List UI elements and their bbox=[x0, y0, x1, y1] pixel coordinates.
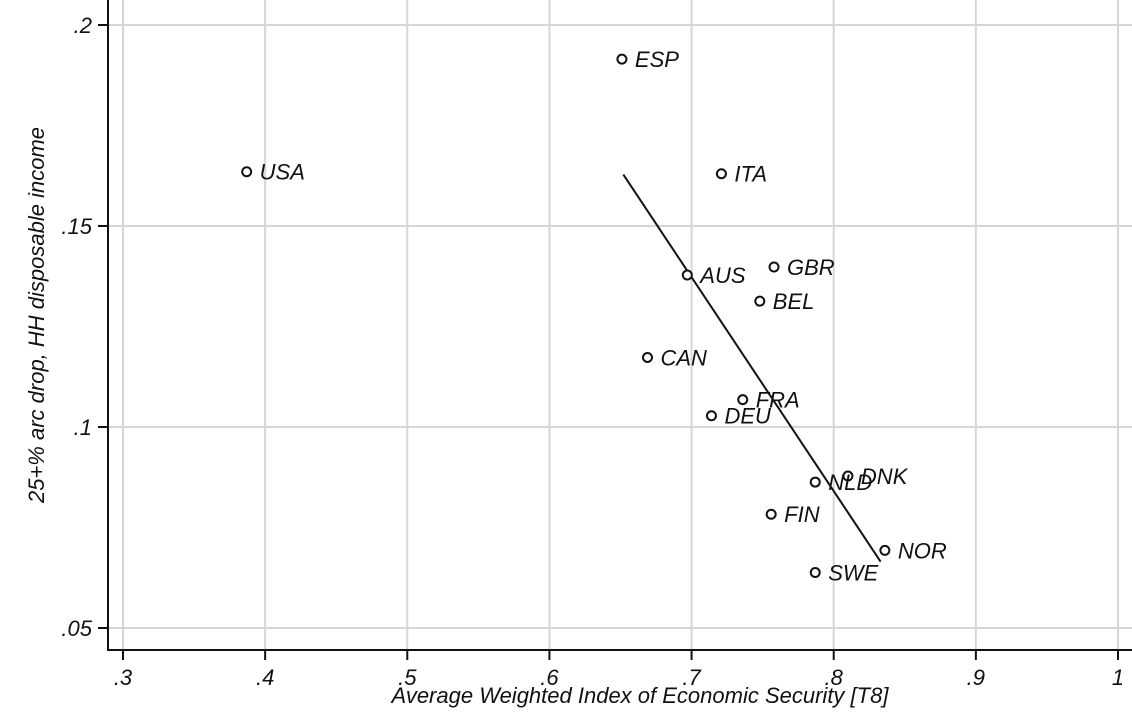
x-tick-label: .9 bbox=[967, 665, 985, 690]
x-tick-label: .5 bbox=[398, 665, 417, 690]
x-tick-label: 1 bbox=[1112, 665, 1124, 690]
data-point-deu: DEU bbox=[705, 404, 771, 429]
point-label-nor: NOR bbox=[898, 538, 947, 563]
point-label-ita: ITA bbox=[734, 162, 767, 187]
data-point-fra: FRA bbox=[737, 388, 800, 413]
point-label-fin: FIN bbox=[784, 502, 820, 527]
x-axis-title: Average Weighted Index of Economic Secur… bbox=[390, 683, 890, 708]
point-label-nld: NLD bbox=[828, 470, 872, 495]
point-label-gbr: GBR bbox=[787, 255, 835, 280]
data-point-bel: BEL bbox=[754, 289, 815, 314]
point-marker-nor bbox=[879, 544, 891, 556]
fitted-line bbox=[622, 173, 882, 563]
x-tick-label: .6 bbox=[540, 665, 559, 690]
data-point-esp: ESP bbox=[616, 47, 679, 72]
data-point-aus: AUS bbox=[681, 263, 746, 288]
data-point-fin: FIN bbox=[765, 502, 820, 527]
y-axis-title: 25+% arc drop, HH disposable income bbox=[24, 127, 49, 504]
x-tick-label: .3 bbox=[114, 665, 133, 690]
point-label-bel: BEL bbox=[773, 289, 815, 314]
point-marker-aus bbox=[681, 269, 693, 281]
point-marker-nld bbox=[809, 476, 821, 488]
point-label-esp: ESP bbox=[635, 47, 679, 72]
point-marker-bel bbox=[754, 295, 766, 307]
data-point-ita: ITA bbox=[715, 162, 767, 187]
grid bbox=[108, 0, 1132, 650]
point-label-deu: DEU bbox=[724, 404, 771, 429]
point-marker-fin bbox=[765, 508, 777, 520]
axes: .3 .4 .5 .6 .7 .8 .9 1 .05 .1 .15 .2 bbox=[61, 0, 1132, 690]
point-marker-can bbox=[642, 351, 654, 363]
point-marker-usa bbox=[241, 166, 253, 178]
point-marker-dnk bbox=[842, 470, 854, 482]
y-tick-label: .2 bbox=[74, 13, 92, 38]
point-marker-fra bbox=[737, 394, 749, 406]
x-tick-label: .8 bbox=[825, 665, 844, 690]
data-point-swe: SWE bbox=[809, 561, 879, 586]
point-label-aus: AUS bbox=[698, 263, 746, 288]
data-point-can: CAN bbox=[642, 345, 708, 370]
y-tick-label: .15 bbox=[61, 214, 92, 239]
point-label-usa: USA bbox=[260, 160, 305, 185]
point-label-fra: FRA bbox=[756, 388, 800, 413]
point-marker-esp bbox=[616, 53, 628, 65]
x-tick-label: .4 bbox=[256, 665, 274, 690]
data-point-dnk: DNK bbox=[842, 464, 909, 489]
data-point-nor: NOR bbox=[879, 538, 947, 563]
point-marker-gbr bbox=[768, 261, 780, 273]
data-point-gbr: GBR bbox=[768, 255, 835, 280]
point-label-swe: SWE bbox=[828, 561, 878, 586]
data-point-nld: NLD bbox=[809, 470, 872, 495]
point-marker-ita bbox=[715, 168, 727, 180]
point-marker-swe bbox=[809, 567, 821, 579]
point-label-dnk: DNK bbox=[861, 464, 909, 489]
point-marker-deu bbox=[705, 410, 717, 422]
x-tick-label: .7 bbox=[682, 665, 701, 690]
data-point-usa: USA bbox=[241, 160, 305, 185]
fit-line-layer bbox=[622, 173, 882, 563]
y-tick-label: .1 bbox=[74, 415, 92, 440]
y-tick-label: .05 bbox=[61, 616, 92, 641]
point-label-can: CAN bbox=[661, 345, 708, 370]
